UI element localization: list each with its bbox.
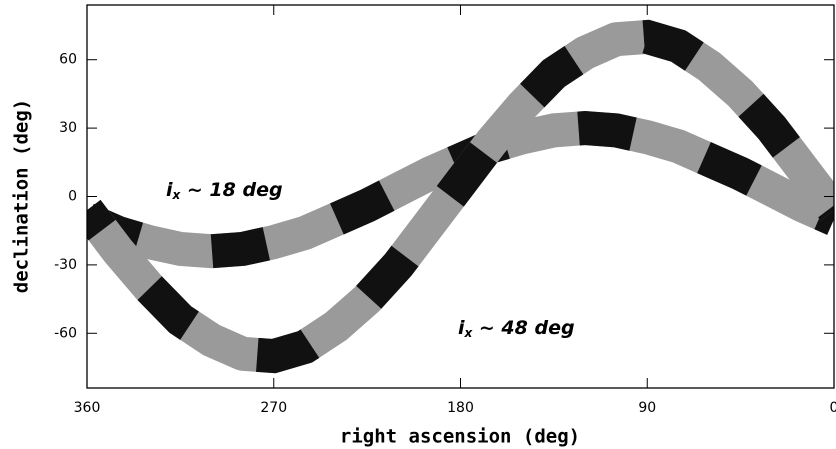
annotation-sub: x [172, 188, 182, 202]
annotation: ix ~ 48 deg [458, 317, 575, 340]
annotation-text: ~ 48 deg [472, 317, 574, 339]
annotation: ix ~ 18 deg [166, 179, 283, 202]
y-tick-label: -60 [54, 325, 77, 341]
x-tick-label: 90 [638, 400, 656, 416]
y-axis-label: declination (deg) [11, 99, 33, 293]
annotation-text: ~ 18 deg [180, 179, 282, 201]
y-tick-label: -30 [54, 257, 77, 273]
x-axis-label: right ascension (deg) [340, 426, 580, 448]
annotation-symbol: i [166, 179, 173, 201]
band-dark [87, 19, 834, 374]
annotation-symbol: i [458, 317, 465, 339]
x-tick-label: 360 [74, 400, 101, 416]
x-tick-label: 180 [447, 400, 474, 416]
y-tick-label: 30 [59, 120, 77, 136]
x-tick-label: 270 [260, 400, 287, 416]
x-tick-label: 0 [830, 400, 836, 416]
annotation-sub: x [464, 326, 474, 340]
y-tick-label: 0 [68, 189, 77, 205]
y-tick-label: 60 [59, 52, 77, 68]
